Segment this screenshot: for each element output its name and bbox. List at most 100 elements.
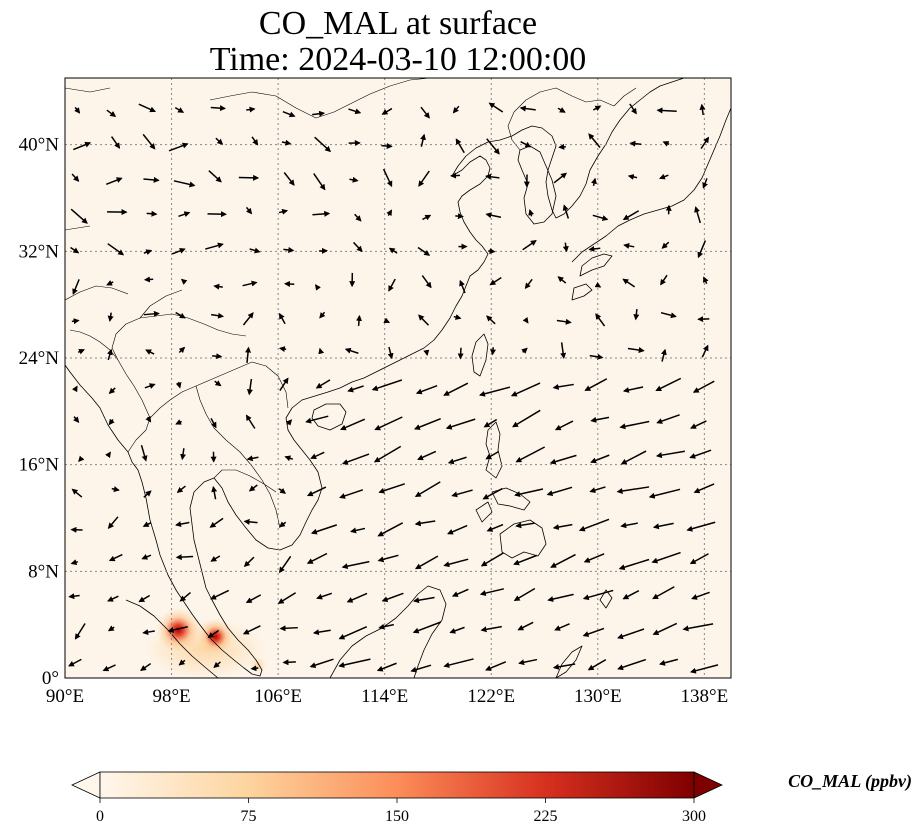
wind-arrow [550, 553, 576, 568]
wind-arrow [281, 139, 292, 146]
wind-arrow [522, 240, 537, 251]
wind-arrow [415, 385, 438, 395]
colorbar-gradient [100, 772, 694, 798]
lat-tick-label: 40°N [19, 135, 60, 156]
wind-arrow [455, 138, 465, 154]
wind-arrow [175, 311, 186, 319]
wind-arrow [420, 106, 430, 119]
wind-arrow [413, 596, 435, 604]
wind-arrow [623, 242, 635, 249]
wind-arrow [485, 661, 507, 671]
wind-arrow [284, 455, 294, 462]
wind-arrow [651, 551, 681, 564]
wind-arrow [488, 102, 504, 113]
wind-arrow [145, 415, 152, 423]
wind-arrow [483, 418, 498, 428]
wind-arrow [356, 314, 363, 327]
wind-arrow [178, 659, 186, 666]
wind-arrow [656, 414, 680, 424]
wind-arrow [173, 180, 196, 188]
wind-arrow [562, 242, 569, 253]
wind-arrow [283, 246, 295, 253]
wind-arrow [692, 380, 715, 393]
wind-arrow [459, 279, 466, 294]
wind-arrow [72, 279, 80, 295]
wind-arrow [175, 419, 182, 425]
coastlines [65, 78, 731, 678]
wind-arrow [73, 416, 80, 423]
wind-arrow [174, 106, 185, 113]
wind-arrow [179, 592, 191, 602]
wind-arrow [70, 559, 79, 565]
wind-arrow [592, 214, 609, 221]
wind-arrow [485, 450, 499, 460]
wind-arrow [306, 486, 327, 497]
wind-arrow [557, 107, 566, 113]
wind-arrow [319, 311, 326, 319]
wind-arrow [522, 316, 529, 324]
colorbar-tick-label: 75 [241, 808, 257, 825]
taiwan-island [471, 333, 489, 377]
wind-arrow [595, 313, 606, 327]
wind-arrow [520, 141, 532, 148]
wind-arrow [207, 629, 220, 639]
wind-arrow [693, 483, 715, 494]
wind-arrow [141, 554, 152, 560]
borneo-island [329, 585, 447, 678]
wind-arrow [627, 347, 645, 354]
wind-arrow [371, 379, 403, 391]
wind-arrow [702, 178, 708, 189]
wind-arrow [594, 281, 602, 288]
wind-arrow [142, 133, 156, 150]
wind-arrow [140, 444, 148, 462]
wind-arrow [490, 347, 496, 356]
wind-arrow [316, 592, 333, 600]
wind-arrow [243, 556, 255, 568]
wind-arrow [309, 658, 334, 668]
wind-arrow [553, 172, 567, 184]
wind-arrow [378, 623, 394, 630]
wind-arrow [105, 177, 123, 186]
wind-arrow [488, 248, 496, 255]
wind-arrow [690, 420, 707, 429]
wind-arrow [652, 522, 674, 530]
colorbar-tick-label: 300 [682, 808, 706, 825]
colorbar: 0 75 150 225 300 CO_MAL (ppbv) [71, 771, 912, 825]
wind-arrow [242, 280, 258, 287]
wind-arrow [547, 593, 574, 602]
wind-arrow [549, 454, 577, 465]
wind-arrow [629, 140, 642, 147]
wind-arrow [700, 136, 710, 149]
colorbar-tick-label: 150 [385, 808, 409, 825]
wind-arrow [443, 558, 469, 568]
wind-arrow [107, 312, 114, 322]
wind-arrow [489, 276, 502, 286]
wind-arrow [593, 105, 602, 112]
wind-arrow [452, 105, 460, 114]
wind-arrow [515, 522, 535, 529]
wind-arrow [278, 346, 287, 353]
wind-arrow [108, 418, 115, 426]
wind-arrow [652, 586, 675, 600]
colorbar-tick-label: 0 [96, 808, 104, 825]
lat-tick-label: 0° [42, 668, 59, 689]
wind-arrow [210, 105, 226, 112]
wind-arrow [388, 278, 396, 292]
wind-arrow [689, 553, 709, 565]
wind-arrow [344, 347, 359, 354]
wind-arrow [71, 173, 80, 182]
wind-arrow [350, 527, 366, 534]
wind-arrow [513, 554, 538, 566]
wind-arrow [171, 248, 186, 255]
wind-arrow [178, 211, 191, 218]
wind-arrow [144, 383, 156, 389]
wind-arrow [589, 486, 606, 494]
wind-arrow [554, 623, 570, 631]
wind-arrow [412, 621, 442, 634]
colorbar-extend-max [693, 771, 723, 799]
map-background [65, 78, 731, 678]
wind-arrow [578, 518, 610, 532]
wind-arrow [282, 110, 296, 118]
wind-arrow [68, 658, 82, 667]
wind-arrow [108, 387, 116, 395]
